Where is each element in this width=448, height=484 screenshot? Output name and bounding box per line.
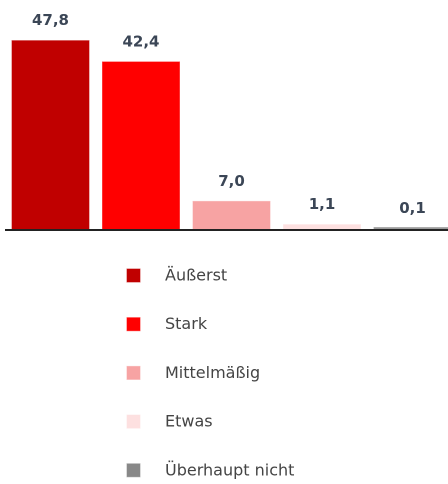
bar [283,224,361,230]
legend-label: Äußerst [165,266,227,285]
legend-label: Stark [165,314,208,333]
bar [192,200,271,230]
legend-swatch [126,365,141,380]
legend-swatch [126,268,141,283]
value-label: 7,0 [218,172,245,190]
legend-label: Etwas [165,412,213,431]
legend-label: Mittelmäßig [165,363,260,382]
legend-label: Überhaupt nicht [165,460,294,479]
legend-swatch [126,463,141,478]
value-label: 0,1 [399,199,426,217]
legend-swatch [126,317,141,332]
value-label: 47,8 [32,11,69,29]
legend-swatch [126,414,141,429]
bar [102,61,180,230]
bar [373,227,448,230]
value-label: 42,4 [122,32,159,50]
value-label: 1,1 [309,195,336,213]
bar [11,40,90,230]
